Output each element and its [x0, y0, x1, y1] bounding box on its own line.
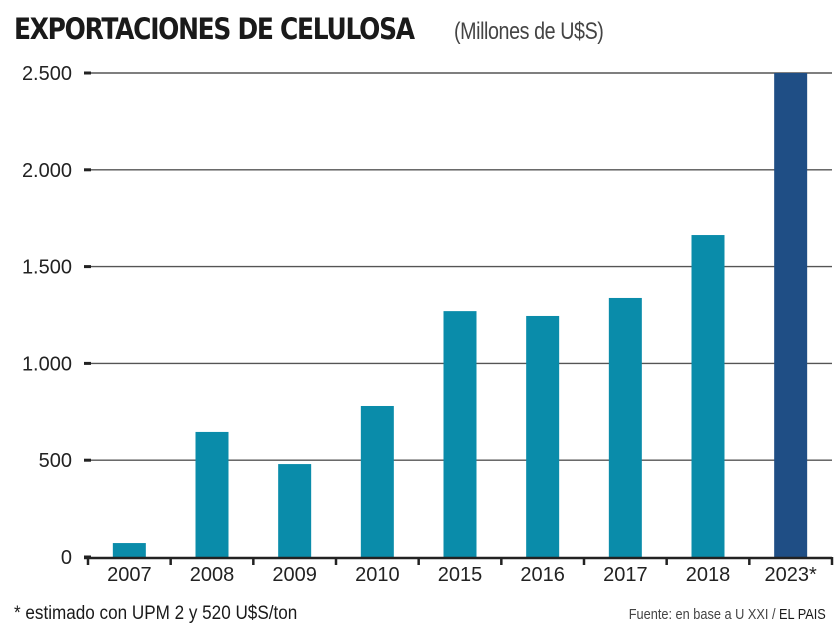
y-tick-label: 2.000 [22, 160, 72, 182]
x-tick-label: 2017 [603, 564, 648, 586]
y-tick-label: 2.500 [22, 63, 72, 85]
bar-2015 [443, 311, 477, 557]
bar-2018 [691, 235, 725, 557]
source-prefix: Fuente: en base a U XXI / [628, 606, 780, 623]
x-tick-label: 2008 [190, 564, 235, 586]
bar-2017 [608, 297, 642, 557]
x-axis-ticks: 2007 2008 2009 2010 2015 2016 2017 2018 2023* [86, 557, 834, 586]
y-tick-label: 500 [39, 450, 72, 472]
source-brand: EL PAIS [779, 606, 826, 623]
bar-2007 [112, 543, 146, 557]
bar-2009 [278, 464, 312, 557]
y-tick-label: 1.500 [22, 257, 72, 279]
source-credit: Fuente: en base a U XXI / EL PAIS [629, 606, 826, 623]
bar-2010 [360, 405, 394, 557]
y-axis-ticks: 0 500 1.000 1.500 2.000 2.500 [22, 63, 91, 569]
x-tick-label: 2015 [438, 564, 483, 586]
x-tick-label: 2009 [272, 564, 317, 586]
chart-title: EXPORTACIONES DE CELULOSA (Millones de U… [14, 12, 604, 46]
chart-title-main: EXPORTACIONES DE CELULOSA [14, 12, 415, 46]
bars [112, 73, 808, 557]
x-tick-label: 2023* [765, 564, 817, 586]
x-tick-label: 2010 [355, 564, 400, 586]
x-tick-label: 2018 [686, 564, 731, 586]
footnote: * estimado con UPM 2 y 520 U$S/ton [14, 603, 298, 624]
x-tick-label: 2007 [107, 564, 152, 586]
bar-2008 [195, 431, 229, 557]
y-tick-label: 1.000 [22, 353, 72, 375]
chart-title-unit: (Millones de U$S) [454, 18, 604, 45]
x-tick-label: 2016 [520, 564, 565, 586]
y-tick-label: 0 [61, 547, 72, 569]
bar-2023-estimate [774, 73, 808, 557]
bar-2016 [526, 315, 560, 557]
